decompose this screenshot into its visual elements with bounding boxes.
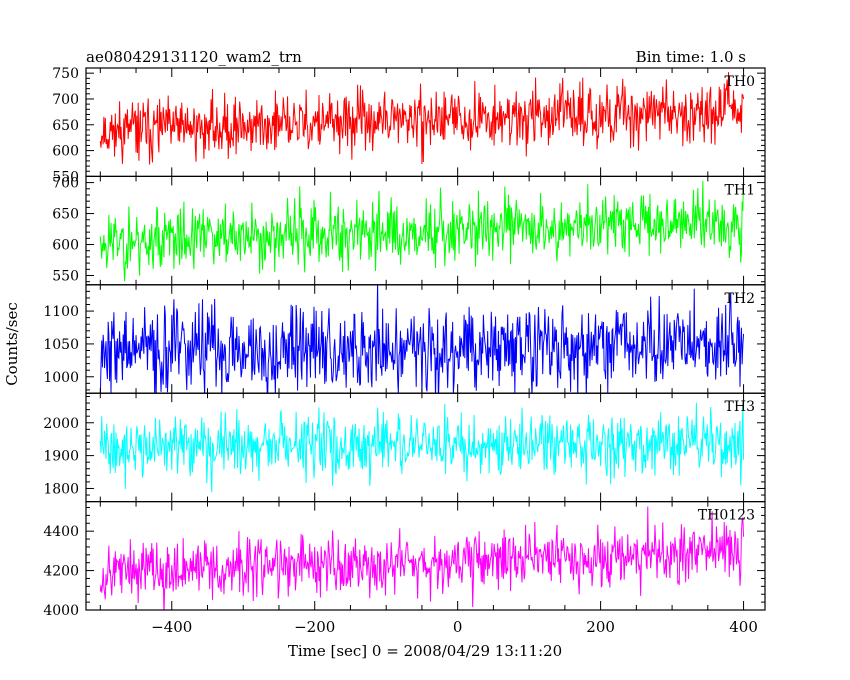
y-tick-label: 1800	[43, 481, 79, 497]
x-tick-label: 400	[729, 618, 758, 636]
x-tick-label: −400	[151, 618, 192, 636]
series-line-th1	[99, 176, 745, 282]
series-line-th3	[99, 402, 745, 493]
y-tick-label: 4000	[43, 603, 79, 619]
y-tick-label: 4200	[43, 564, 79, 580]
x-tick-label: 200	[586, 618, 615, 636]
y-tick-label: 600	[52, 238, 79, 254]
y-tick-label: 2000	[43, 416, 79, 432]
y-axis-label: Counts/sec	[3, 302, 21, 386]
panel-frame	[85, 392, 766, 503]
y-tick-label: 1050	[43, 337, 79, 353]
y-tick-label: 750	[52, 66, 79, 82]
y-tick-label: 550	[52, 269, 79, 285]
x-axis: −400 −200 0 200 400	[151, 618, 758, 636]
y-tick-label: 650	[52, 118, 79, 134]
series-line-th2	[99, 284, 745, 394]
panel-th2: 1000 1050 1100 TH2	[43, 284, 766, 394]
panels-group: 550 600 650 700 750 TH0 550 600 650 700 TH1 1000 105…	[43, 66, 766, 619]
panel-label-th2: TH2	[725, 291, 755, 307]
panel-label-th3: TH3	[725, 399, 755, 415]
y-tick-label: 700	[52, 176, 79, 192]
series-line-th0	[99, 72, 745, 165]
y-tick-label: 700	[52, 92, 79, 108]
y-tick-label: 600	[52, 144, 79, 160]
y-tick-label: 1000	[43, 370, 79, 386]
panel-th1: 550 600 650 700 TH1	[52, 176, 766, 286]
y-tick-label: 1100	[43, 304, 79, 320]
x-tick-label: −200	[294, 618, 335, 636]
y-tick-label: 1900	[43, 449, 79, 465]
series-line-th0123	[99, 506, 745, 611]
x-axis-label: Time [sec] 0 = 2008/04/29 13:11:20	[288, 642, 562, 660]
y-tick-label: 650	[52, 207, 79, 223]
x-tick-label: 0	[453, 618, 463, 636]
panel-th0: 550 600 650 700 750 TH0	[52, 66, 766, 185]
panel-label-th0: TH0	[725, 74, 755, 90]
panel-th3: 1800 1900 2000 TH3	[43, 392, 766, 503]
panel-label-th0123: TH0123	[698, 508, 755, 524]
panel-frame	[85, 501, 766, 611]
chart-title: ae080429131120_wam2_trn	[86, 48, 302, 66]
bin-time-label: Bin time: 1.0 s	[636, 48, 746, 66]
panel-th0123: 4000 4200 4400 TH0123	[43, 501, 766, 619]
y-tick-label: 550	[52, 169, 79, 185]
panel-label-th1: TH1	[725, 182, 755, 198]
y-tick-label: 4400	[43, 524, 79, 540]
